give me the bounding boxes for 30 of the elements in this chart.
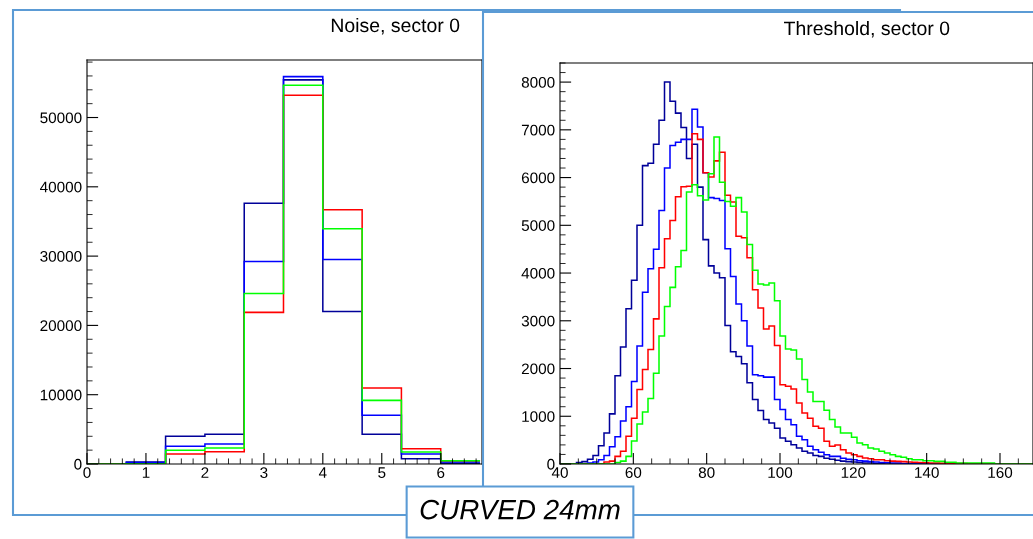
chart-title: Noise, sector 0 xyxy=(331,17,460,35)
y-tick-label: 20000 xyxy=(40,320,82,332)
x-tick-label: 160 xyxy=(988,467,1013,478)
y-tick-label: 2000 xyxy=(521,363,555,375)
x-tick-label: 120 xyxy=(841,467,866,478)
x-tick-label: 60 xyxy=(625,467,642,478)
x-tick-label: 3 xyxy=(260,467,268,478)
y-tick-label: 40000 xyxy=(40,181,82,193)
x-tick-label: 4 xyxy=(318,467,327,478)
y-tick-label: 1000 xyxy=(522,411,555,422)
text: CURVED 24mm xyxy=(420,499,620,520)
y-tick-label: 5000 xyxy=(521,220,555,231)
y-tick-label: 30000 xyxy=(40,250,82,262)
x-tick-label: 6 xyxy=(437,467,445,478)
x-tick-label: 5 xyxy=(378,467,386,478)
x-tick-label: 80 xyxy=(698,467,715,478)
y-tick-label: 10000 xyxy=(40,389,82,401)
x-tick-label: 0 xyxy=(83,467,91,478)
y-tick-label: 6000 xyxy=(521,172,555,184)
y-tick-label: 7000 xyxy=(521,124,555,136)
x-tick-label: 1 xyxy=(142,467,150,478)
x-tick-label: 2 xyxy=(201,467,209,478)
y-tick-label: 4000 xyxy=(521,267,555,279)
chart-title: Threshold, sector 0 xyxy=(784,20,950,38)
y-tick-label: 3000 xyxy=(521,315,555,327)
y-tick-label: 50000 xyxy=(40,112,82,124)
y-tick-label: 0 xyxy=(74,458,82,470)
x-tick-label: 140 xyxy=(915,467,939,478)
y-tick-label: 8000 xyxy=(521,76,555,88)
x-tick-label: 100 xyxy=(768,467,793,478)
